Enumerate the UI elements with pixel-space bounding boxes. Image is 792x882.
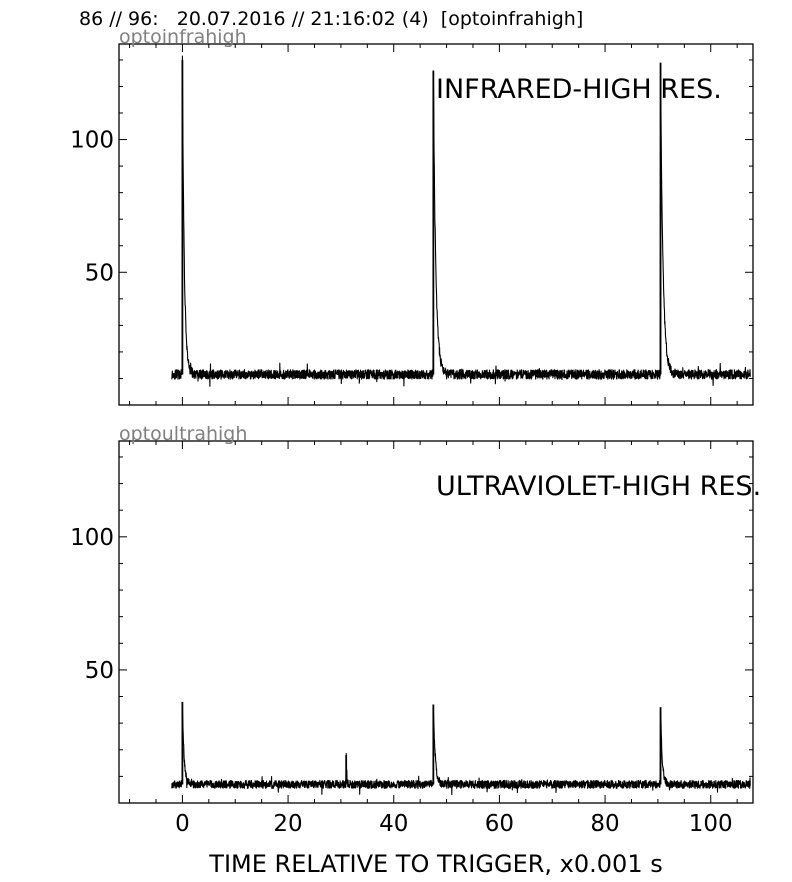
signal-trace	[171, 705, 751, 796]
signal-trace	[171, 55, 751, 387]
x-tick-label: 0	[175, 811, 190, 837]
y-tick-label: 50	[85, 260, 114, 286]
x-tick-label: 60	[485, 811, 514, 837]
figure-header: 86 // 96: 20.07.2016 // 21:16:02 (4) [op…	[79, 8, 584, 30]
y-tick-label: 100	[70, 128, 114, 154]
y-tick-label: 50	[85, 658, 114, 684]
channel-label: optoultrahigh	[119, 423, 247, 445]
y-tick-label: 100	[70, 525, 114, 551]
panel-ultraviolet: optoultrahigh ULTRAVIOLET-HIGH RES. 0 20 40 6…	[70, 423, 761, 837]
plot-frame	[118, 440, 754, 804]
panel-infrared: optoinfrahigh INFRARED-HIGH RES. 50 100	[70, 26, 754, 406]
x-tick-label: 100	[689, 811, 733, 837]
plot-frame	[118, 43, 754, 406]
x-tick-label: 20	[273, 811, 302, 837]
x-tick-label: 80	[590, 811, 619, 837]
x-tick-label: 40	[379, 811, 408, 837]
channel-label: optoinfrahigh	[119, 26, 247, 48]
panel-title: INFRARED-HIGH RES.	[436, 74, 722, 105]
panel-title: ULTRAVIOLET-HIGH RES.	[436, 471, 761, 502]
x-axis-label: TIME RELATIVE TO TRIGGER, x0.001 s	[208, 850, 662, 878]
